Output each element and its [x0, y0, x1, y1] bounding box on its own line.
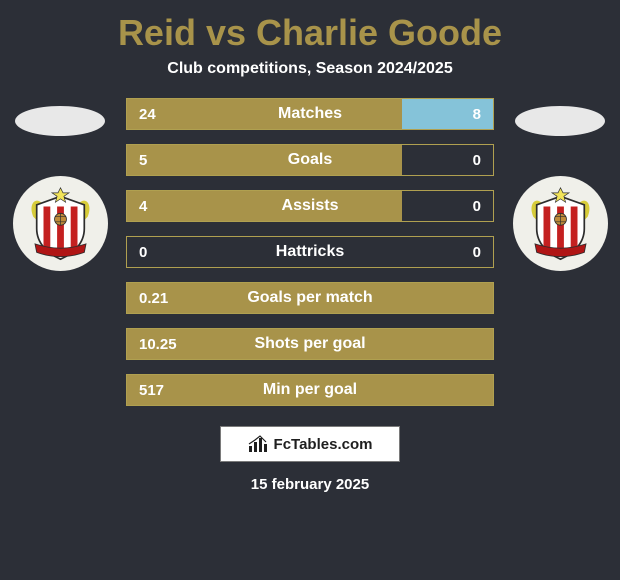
crest-icon: [518, 181, 603, 266]
crest-icon: [18, 181, 103, 266]
stat-value-left: 517: [139, 382, 164, 399]
stat-bar-left: [127, 191, 402, 221]
stat-row: 10.25 Shots per goal: [126, 328, 494, 360]
main-area: 24 Matches 8 5 Goals 0 4 Assists 0 0 Hattricks 0 0.2…: [0, 98, 620, 406]
stat-label: Goals: [288, 151, 332, 169]
stat-row: 4 Assists 0: [126, 190, 494, 222]
stat-row: 5 Goals 0: [126, 144, 494, 176]
comparison-subtitle: Club competitions, Season 2024/2025: [167, 60, 452, 78]
stat-row: 0.21 Goals per match: [126, 282, 494, 314]
stat-value-left: 24: [139, 106, 156, 123]
stat-label: Assists: [282, 197, 339, 215]
stat-value-left: 5: [139, 152, 147, 169]
stat-value-right: 0: [473, 152, 481, 169]
stats-column: 24 Matches 8 5 Goals 0 4 Assists 0 0 Hattricks 0 0.2…: [120, 98, 500, 406]
stat-value-left: 10.25: [139, 336, 177, 353]
bar-chart-icon: [248, 434, 268, 454]
right-player-side: [500, 98, 620, 271]
club-badge-left: [13, 176, 108, 271]
club-badge-right: [513, 176, 608, 271]
stat-label: Shots per goal: [254, 335, 365, 353]
stat-label: Matches: [278, 105, 342, 123]
stat-value-right: 8: [473, 106, 481, 123]
left-player-side: [0, 98, 120, 271]
stat-value-left: 0: [139, 244, 147, 261]
stat-label: Hattricks: [276, 243, 344, 261]
stat-row: 517 Min per goal: [126, 374, 494, 406]
stat-row: 24 Matches 8: [126, 98, 494, 130]
stat-value-right: 0: [473, 198, 481, 215]
stat-value-left: 4: [139, 198, 147, 215]
date-text: 15 february 2025: [251, 476, 369, 493]
stat-row: 0 Hattricks 0: [126, 236, 494, 268]
stat-label: Min per goal: [263, 381, 357, 399]
stat-value-right: 0: [473, 244, 481, 261]
stat-bar-left: [127, 99, 402, 129]
stat-bar-left: [127, 145, 402, 175]
player-photo-placeholder-left: [15, 106, 105, 136]
brand-text: FcTables.com: [274, 436, 373, 453]
stat-value-left: 0.21: [139, 290, 168, 307]
player-photo-placeholder-right: [515, 106, 605, 136]
stat-label: Goals per match: [247, 289, 372, 307]
brand-box[interactable]: FcTables.com: [220, 426, 400, 462]
comparison-title: Reid vs Charlie Goode: [118, 12, 502, 54]
